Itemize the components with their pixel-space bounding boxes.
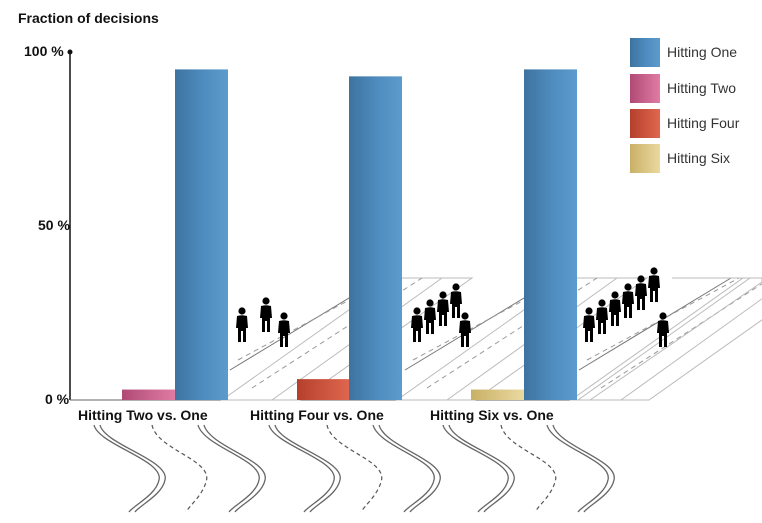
person-icon [609,291,621,326]
y-axis-top-marker [67,49,73,55]
legend-label-six: Hitting Six [667,150,730,166]
person-icon [657,312,669,347]
y-tick-label-0: 0 % [45,391,70,407]
bar-hitting-two-0 [122,389,175,400]
track-plane-2 [442,277,762,513]
person-icon [635,275,647,310]
person-icon [260,297,272,332]
y-tick-label-100: 100 % [24,43,64,59]
legend-swatch-one [630,38,660,67]
category-label-six: Hitting Six vs. One [430,407,554,423]
person-icon [450,283,462,318]
chart-title: Fraction of decisions [18,10,159,26]
legend-label-two: Hitting Two [667,80,736,96]
bar-hitting-six-2 [471,389,524,400]
bar-hitting-one-0 [175,69,228,401]
person-icon [411,307,423,342]
bar-hitting-one-1 [349,76,402,401]
legend-swatch-four [630,109,660,138]
legend-swatch-six [630,144,660,173]
bars [122,69,577,401]
legend-label-four: Hitting Four [667,115,740,131]
y-tick-label-50: 50 % [38,217,70,233]
person-icon [278,312,290,347]
bar-hitting-one-2 [524,69,577,401]
people-illustrations [236,267,669,347]
person-icon [236,307,248,342]
category-label-two: Hitting Two vs. One [78,407,208,423]
legend-swatch-two [630,74,660,103]
person-icon [596,299,608,334]
person-icon [648,267,660,302]
legend-label-one: Hitting One [667,44,737,60]
person-icon [459,312,471,347]
category-label-four: Hitting Four vs. One [250,407,384,423]
person-icon [437,291,449,326]
person-icon [583,307,595,342]
legend: Hitting One Hitting Two Hitting Four Hit… [630,38,740,173]
bar-hitting-four-1 [297,379,350,400]
